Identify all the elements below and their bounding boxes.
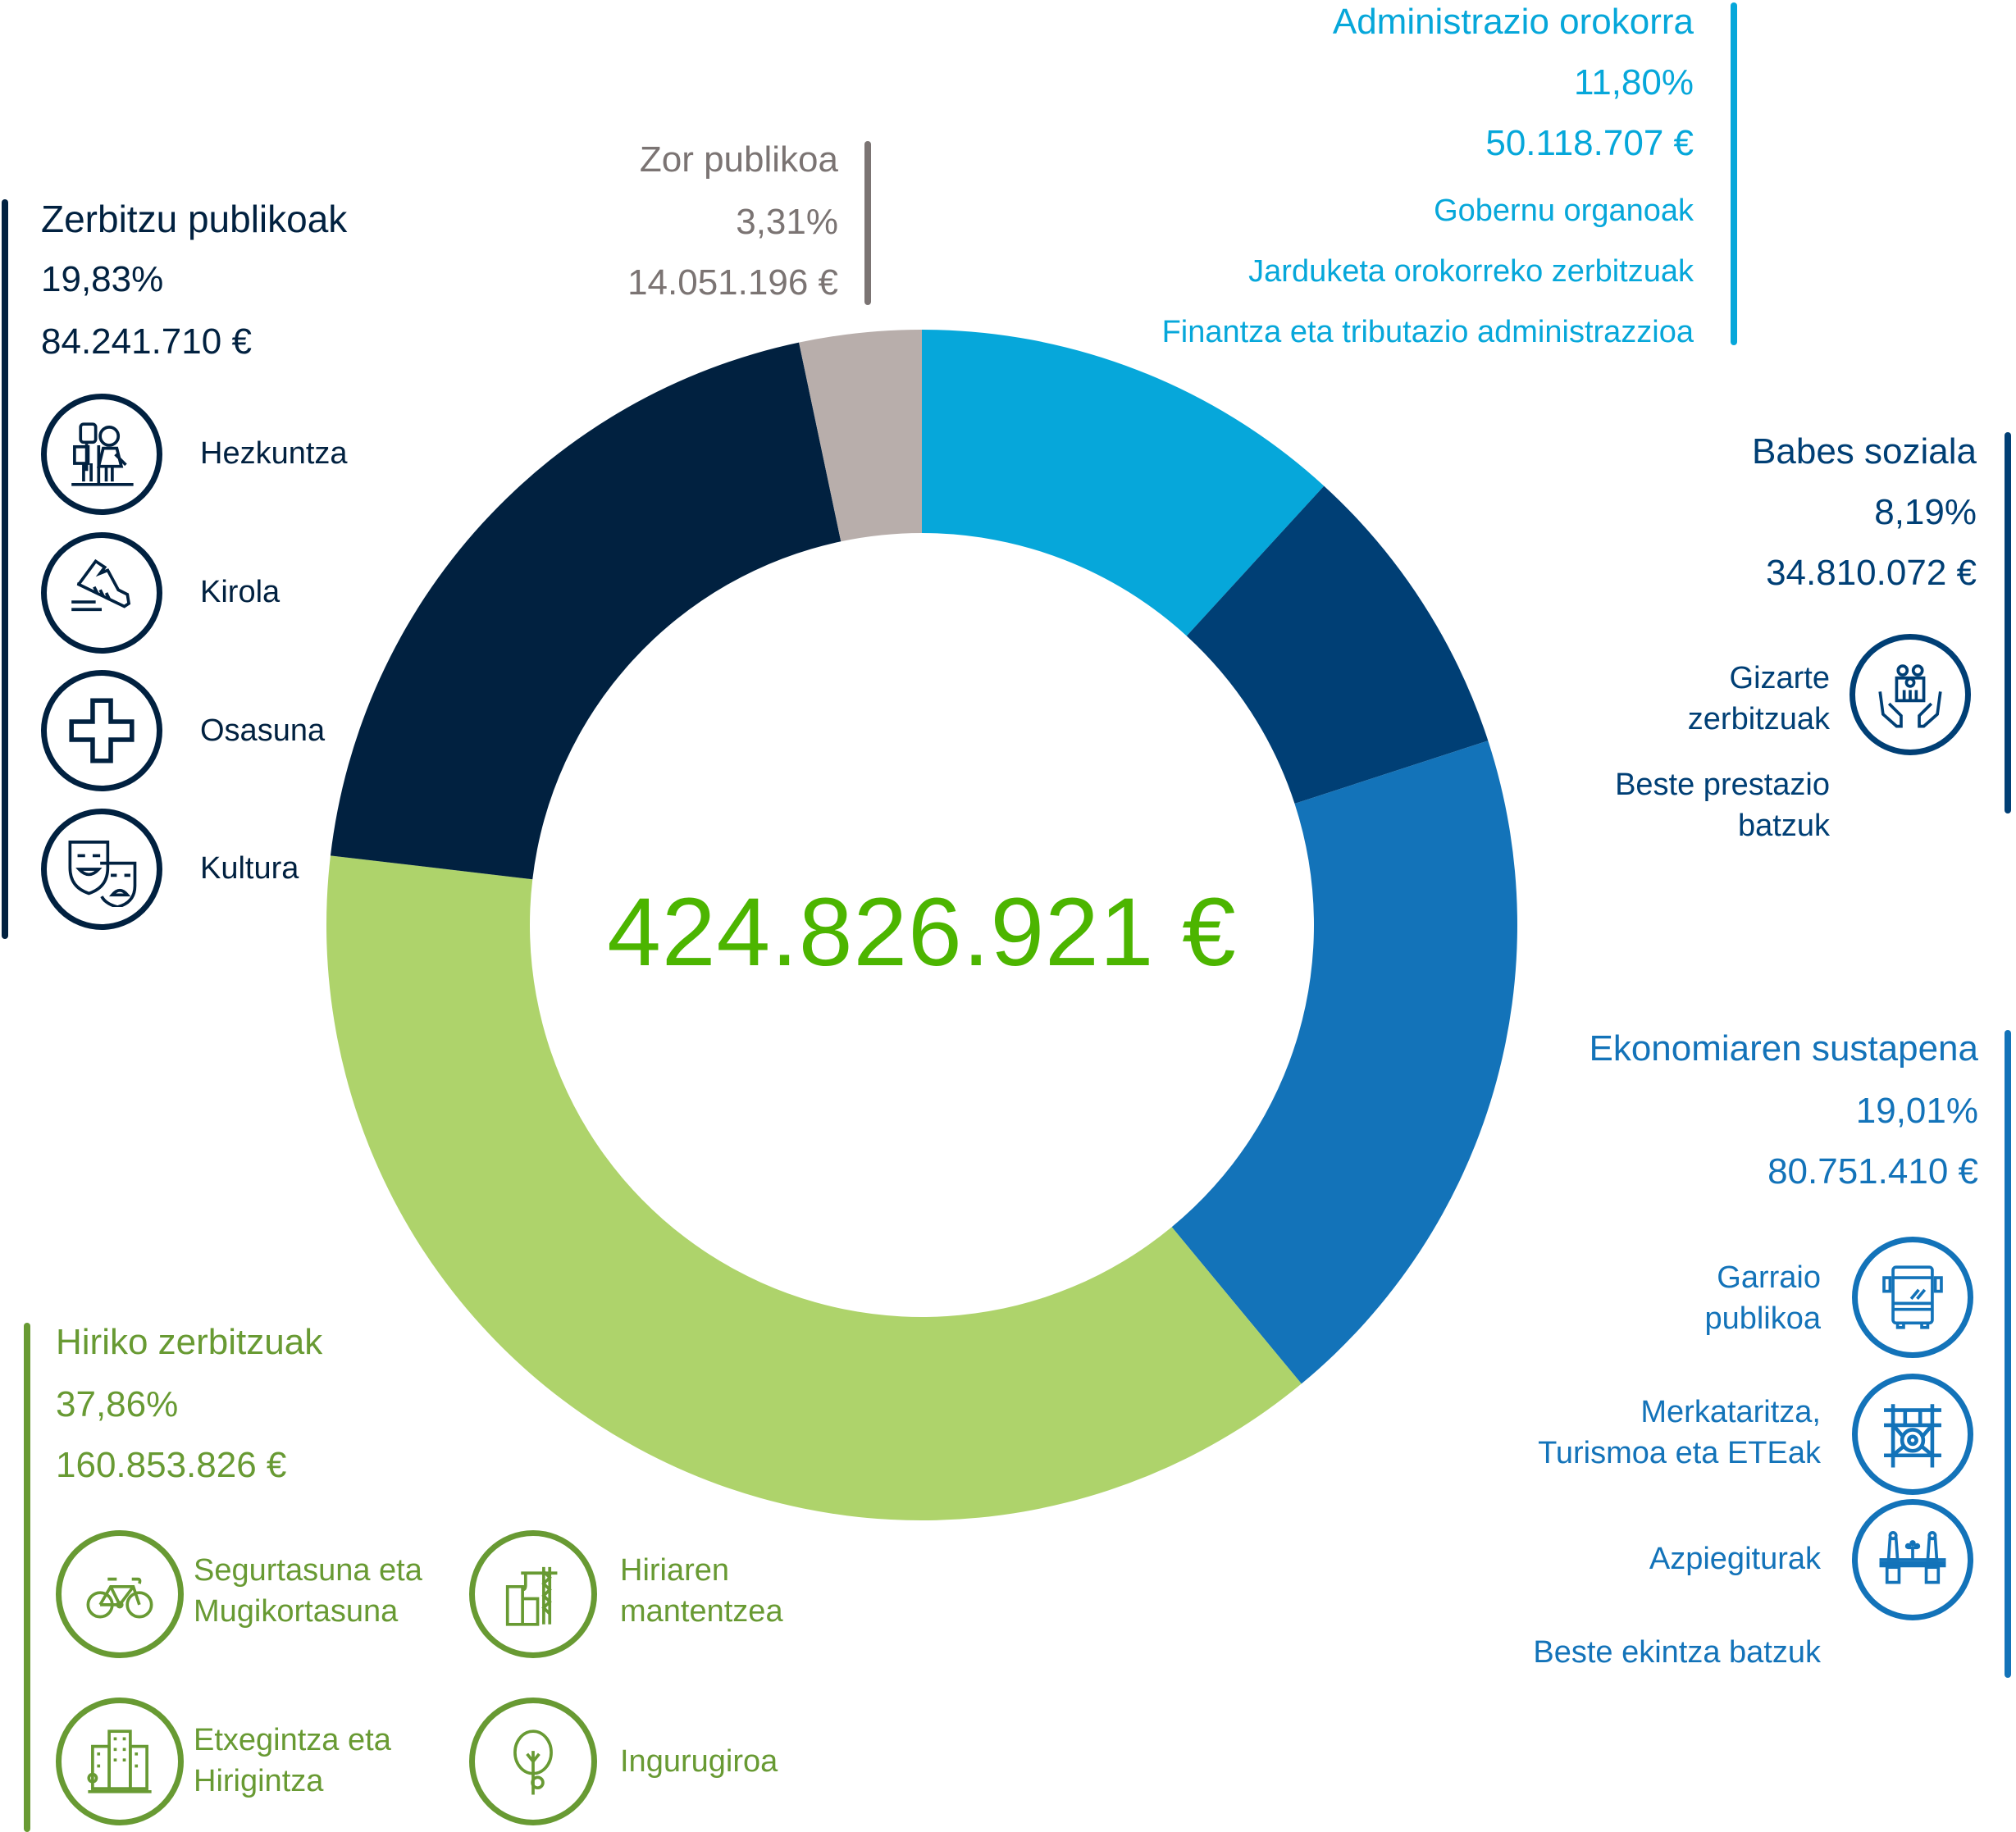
subcategory-label: Merkataritza, [1640,1395,1821,1429]
category-title: Administrazio orokorra [1332,2,1694,42]
subcategory-label: Gobernu organoak [1434,194,1694,228]
babes-accent-bar [2005,432,2011,813]
category-percent: 19,83% [41,259,164,299]
buildings-icon [56,1698,184,1825]
subcategory-label: mantentzea [620,1594,783,1629]
subcategory-label: Beste prestazio [1615,768,1830,802]
category-title: Zerbitzu publikoak [41,198,348,240]
bus-icon [1852,1237,1973,1358]
category-percent: 19,01% [1855,1091,1978,1131]
category-amount: 80.751.410 € [1767,1151,1978,1192]
subcategory-label: batzuk [1738,809,1830,843]
subcategory-label: Hezkuntza [200,436,348,471]
category-title: Ekonomiaren sustapena [1589,1028,1978,1069]
category-amount: 14.051.196 € [627,262,838,303]
category-percent: 37,86% [56,1384,179,1424]
medical-cross-icon [41,670,162,791]
category-percent: 3,31% [736,202,838,242]
theater-masks-icon [41,809,162,930]
subcategory-label: Osasuna [200,713,326,748]
category-amount: 50.118.707 € [1485,123,1694,163]
subcategory-label: Gizarte [1729,661,1830,695]
hands-family-icon [1850,634,1971,755]
category-title: Babes soziala [1752,431,1977,472]
subcategory-label: Hiriaren [620,1553,730,1588]
subcategory-label: Azpiegiturak [1649,1542,1821,1576]
category-amount: 160.853.826 € [56,1445,287,1485]
subcategory-label: publikoa [1704,1301,1821,1336]
market-gate-icon [1852,1374,1973,1495]
category-amount: 34.810.072 € [1766,553,1977,593]
donut-slice-babes-soziala [1186,485,1489,804]
donut-slice-hiriko-zerbitzuak [326,855,1302,1521]
zerbitzu-accent-bar [2,199,8,939]
subcategory-label: zerbitzuak [1687,702,1830,736]
category-percent: 8,19% [1874,492,1977,532]
hiriko-accent-bar [24,1323,30,1832]
subcategory-label: Segurtasuna eta [194,1553,422,1588]
children-icon [41,394,162,515]
tree-icon [469,1698,597,1825]
sneaker-icon [41,532,162,654]
subcategory-label: Jarduketa orokorreko zerbitzuak [1248,254,1694,289]
category-amount: 84.241.710 € [41,321,252,362]
donut-slice-ekonomiaren-sustapena [1171,741,1518,1384]
donut-slice-zor-publikoa [799,330,922,542]
subcategory-label: Beste ekintza batzuk [1533,1635,1821,1670]
zor-accent-bar [864,141,871,305]
donut-slice-administrazio-orokorra [922,330,1325,636]
crane-icon [469,1530,597,1658]
admin-accent-bar [1731,2,1737,345]
subcategory-label: Ingurugiroa [620,1744,778,1779]
category-percent: 11,80% [1574,62,1694,103]
category-title: Hiriko zerbitzuak [56,1322,323,1362]
subcategory-label: Turismoa eta ETEak [1538,1436,1821,1470]
subcategory-label: Etxegintza eta [194,1723,391,1757]
bicycle-icon [56,1530,184,1658]
subcategory-label: Garraio [1717,1260,1821,1295]
subcategory-label: Kultura [200,851,299,886]
total-amount: 424.826.921 € [607,878,1237,987]
subcategory-label: Kirola [200,575,281,609]
category-title: Zor publikoa [639,139,838,180]
bridge-icon [1852,1499,1973,1620]
subcategory-label: Hirigintza [194,1764,324,1798]
donut-slice-zerbitzu-publikoak [330,342,842,880]
subcategory-label: Mugikortasuna [194,1594,399,1629]
ekonomia-accent-bar [2005,1030,2011,1678]
subcategory-label: Finantza eta tributazio administrazzioa [1161,315,1694,349]
